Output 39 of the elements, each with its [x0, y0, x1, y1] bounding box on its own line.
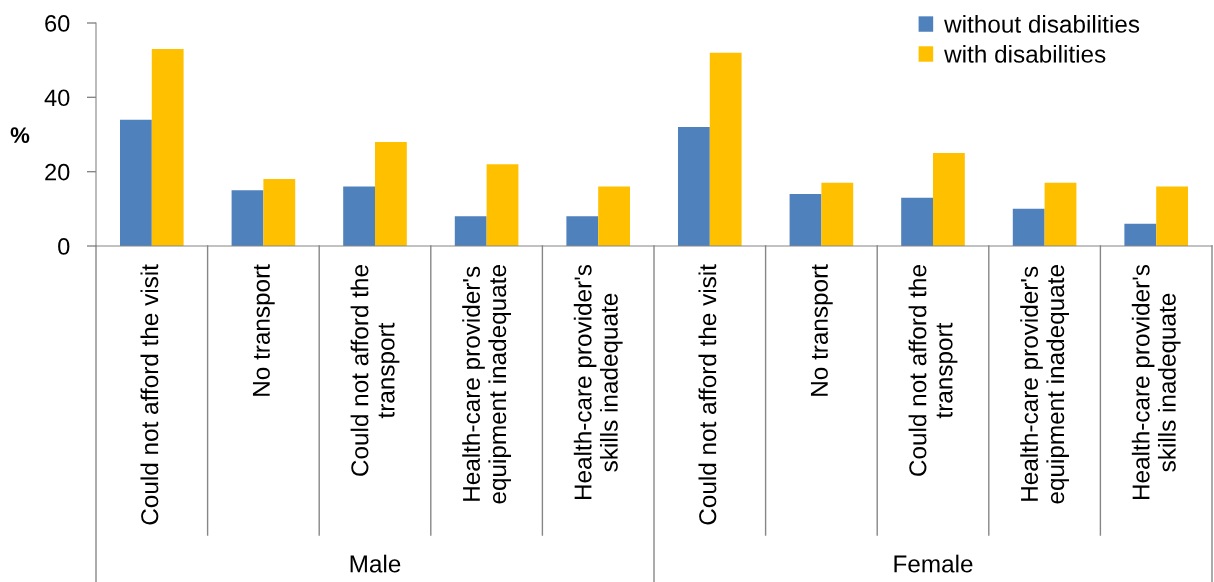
bar — [598, 186, 631, 246]
bar — [1012, 208, 1045, 246]
x-tick-label: Could not afford the transport — [350, 265, 400, 476]
x-tick-label: Could not afford the visit — [698, 264, 717, 525]
x-tick-label: No transport — [252, 264, 275, 396]
bar — [486, 164, 519, 246]
bar — [709, 52, 742, 246]
bar — [151, 49, 184, 246]
y-tick-label: 20 — [45, 163, 70, 181]
x-tick-label: Could not afford the visit — [140, 264, 159, 525]
bar — [375, 141, 407, 246]
bar — [1124, 223, 1157, 246]
x-tick-label: Health-care provider's equipment inadequate — [462, 265, 512, 504]
bar — [263, 179, 296, 246]
bar — [119, 119, 152, 246]
legend-label: with disabilities — [944, 44, 1106, 63]
bar — [933, 153, 965, 246]
y-tick-label: 0 — [58, 238, 70, 255]
bar — [1156, 186, 1189, 246]
bar — [566, 216, 599, 246]
bar — [343, 186, 375, 246]
x-tick-label: Health-care provider's skills inadequate — [1131, 264, 1181, 500]
y-tick-label: 40 — [44, 89, 70, 107]
y-tick-label: 60 — [45, 15, 70, 32]
bar — [789, 193, 822, 246]
bar — [231, 190, 264, 246]
text: Female — [894, 554, 973, 573]
x-tick-label: Health-care provider's skills inadequate — [573, 264, 623, 500]
x-tick-label: Could not afford the transport — [908, 265, 958, 476]
bar — [901, 197, 933, 246]
y-axis-title: % — [10, 127, 30, 143]
x-tick-label: Health-care provider's equipment inadequate — [1020, 265, 1070, 504]
bar — [454, 216, 487, 246]
bar — [1044, 182, 1077, 246]
x-tick-label: No transport — [810, 264, 833, 396]
bar — [677, 127, 710, 246]
text: Male — [350, 554, 401, 573]
legend-label: without disabilities — [944, 15, 1140, 33]
bar — [821, 182, 854, 246]
